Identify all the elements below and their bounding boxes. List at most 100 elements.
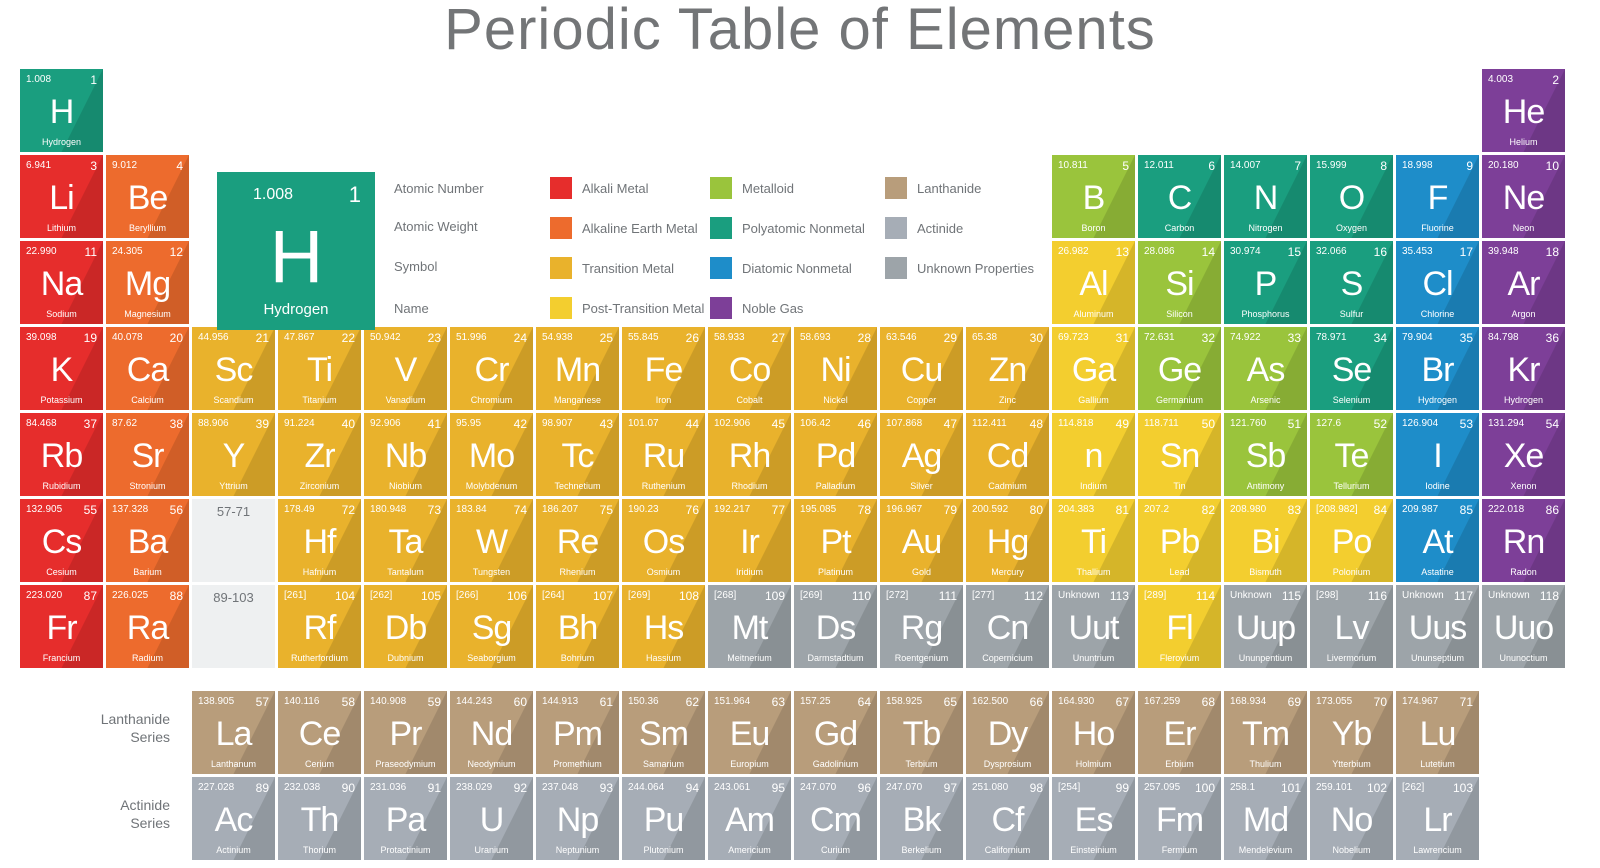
atomic-mass: 4.003 [1488,74,1513,85]
element-name: Yttrium [192,481,275,491]
atomic-mass: 84.798 [1488,332,1519,343]
element-name: Niobium [364,481,447,491]
element-name: Technetium [536,481,619,491]
atomic-mass: [269] [800,590,822,601]
atomic-number: 84 [1374,503,1387,517]
atomic-number: 42 [514,417,527,431]
element-cell: 47.86722TiTitanium [278,327,361,410]
atomic-mass: 78.971 [1316,332,1347,343]
element-symbol: Bh [536,609,619,648]
atomic-number: 113 [1110,589,1129,603]
element-name: Thulium [1224,759,1307,769]
legend-item: Actinide [885,217,1060,239]
atomic-mass: 101.07 [628,418,659,429]
atomic-mass: 237.048 [542,782,578,793]
element-name: Curium [794,845,877,855]
element-cell: 151.96463EuEuropium [708,691,791,774]
legend-swatch [710,177,732,199]
element-symbol: Ne [1482,179,1565,218]
element-name: Neon [1482,223,1565,233]
atomic-number: 44 [686,417,699,431]
element-cell: 98.90743TcTechnetium [536,413,619,496]
atomic-mass: [266] [456,590,478,601]
atomic-mass: 183.84 [456,504,487,515]
element-cell [278,69,361,152]
atomic-mass: 39.098 [26,332,57,343]
atomic-number: 39 [256,417,269,431]
element-cell: 243.06195AmAmericium [708,777,791,860]
atomic-mass: [254] [1058,782,1080,793]
periodic-table: 1.0081HHydrogen4.0032HeHelium6.9413LiLit… [20,69,1580,860]
element-symbol: Md [1224,801,1307,840]
atomic-number: 32 [1202,331,1215,345]
element-symbol: Bi [1224,523,1307,562]
table-row: 84.46837RbRubidium87.6238SrStronium88.90… [20,413,1580,496]
atomic-number: 100 [1195,781,1215,795]
element-symbol: Sb [1224,437,1307,476]
atomic-mass: 144.913 [542,696,578,707]
element-name: Fluorine [1396,223,1479,233]
element-name: Helium [1482,137,1565,147]
atomic-number: 97 [944,781,957,795]
element-name: Europium [708,759,791,769]
element-symbol: Lr [1396,801,1479,840]
element-symbol: Be [106,179,189,218]
element-cell: 247.07097BkBerkelium [880,777,963,860]
element-cell: 132.90555CsCesium [20,499,103,582]
element-symbol: Tc [536,437,619,476]
element-cell [966,69,1049,152]
element-symbol: Ni [794,351,877,390]
element-symbol: Ag [880,437,963,476]
atomic-mass: 192.217 [714,504,750,515]
element-name: Cerium [278,759,361,769]
element-symbol: K [20,351,103,390]
element-cell: 223.02087FrFrancium [20,585,103,668]
element-name: Zirconium [278,481,361,491]
element-name: Xenon [1482,481,1565,491]
element-name: Lawrencium [1396,845,1479,855]
element-name: Bismuth [1224,567,1307,577]
atomic-mass: 138.905 [198,696,234,707]
element-cell [1396,69,1479,152]
element-cell: 200.59280HgMercury [966,499,1049,582]
atomic-number: 89 [256,781,269,795]
atomic-mass: 208.980 [1230,504,1266,515]
atomic-mass: 232.038 [284,782,320,793]
element-name: Dysprosium [966,759,1049,769]
element-cell: [208.982]84PoPolonium [1310,499,1393,582]
element-name: Sodium [20,309,103,319]
element-symbol: At [1396,523,1479,562]
element-cell: 14.0077NNitrogen [1224,155,1307,238]
atomic-mass: [277] [972,590,994,601]
atomic-number: 43 [600,417,613,431]
page-title: Periodic Table of Elements [0,0,1600,63]
atomic-number: 51 [1288,417,1301,431]
element-cell: [272]111RgRoentgenium [880,585,963,668]
atomic-mass: 223.020 [26,590,62,601]
element-name: Californium [966,845,1049,855]
atomic-mass: 72.631 [1144,332,1175,343]
element-cell: 226.02588RaRadium [106,585,189,668]
element-name: Selenium [1310,395,1393,405]
element-symbol: Zr [278,437,361,476]
atomic-number: 25 [600,331,613,345]
atomic-mass: 144.243 [456,696,492,707]
element-name: Osmium [622,567,705,577]
atomic-number: 19 [84,331,97,345]
element-name: Sulfur [1310,309,1393,319]
element-name: Neodymium [450,759,533,769]
atomic-mass: 63.546 [886,332,917,343]
element-cell: 84.79836KrHydrogen [1482,327,1565,410]
atomic-mass: 30.974 [1230,246,1261,257]
atomic-mass: 102.906 [714,418,750,429]
element-cell: 127.652TeTellurium [1310,413,1393,496]
element-name: Lutetium [1396,759,1479,769]
element-symbol: Ac [192,801,275,840]
element-symbol: Cu [880,351,963,390]
atomic-number: 65 [944,695,957,709]
element-cell: 247.07096CmCurium [794,777,877,860]
element-cell: 118.71150SnTin [1138,413,1221,496]
element-cell: 180.94873TaTantalum [364,499,447,582]
element-cell [450,69,533,152]
atomic-number: 67 [1116,695,1129,709]
